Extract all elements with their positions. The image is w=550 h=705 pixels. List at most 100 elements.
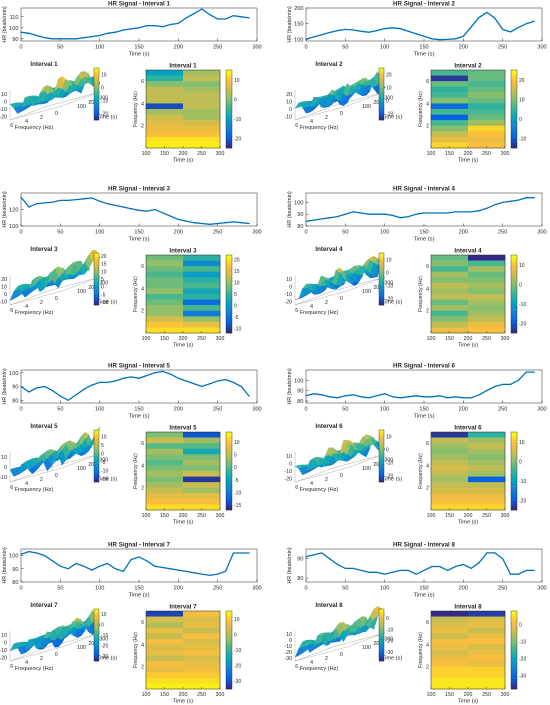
- heatmap-cell: [468, 661, 506, 668]
- colorbar-segment: [226, 119, 232, 123]
- x-axis-label: Time (s): [128, 593, 149, 599]
- colorbar-segment: [226, 442, 232, 446]
- hr-data-point: [305, 395, 307, 397]
- colorbar-segment: [226, 142, 232, 146]
- hr-data-point: [329, 396, 331, 398]
- hr-data-point: [360, 30, 362, 32]
- colorbar-segment: [511, 447, 517, 451]
- colorbar-segment: [511, 657, 517, 661]
- colorbar-segment: [226, 486, 232, 490]
- heatmap-cell: [431, 498, 469, 505]
- hr-data-point: [91, 36, 93, 38]
- hr-data-point: [67, 399, 69, 401]
- hr-data-point: [336, 397, 339, 399]
- hr-data-point: [146, 374, 148, 377]
- heatmap-cell: [183, 142, 221, 149]
- heatmap-cell: [146, 493, 184, 500]
- colorbar-segment: [379, 629, 384, 632]
- y-tick-label: 200: [88, 100, 97, 106]
- hr-data-point: [36, 552, 38, 554]
- hr-data-point: [177, 22, 179, 24]
- hr-data-point: [439, 565, 441, 568]
- colorbar-segment: [226, 106, 232, 110]
- hr-data-point: [91, 569, 93, 571]
- colorbar-segment: [379, 90, 384, 93]
- hr-data-point: [130, 208, 132, 210]
- colorbar-segment: [379, 104, 384, 107]
- heatmap-cell: [146, 288, 184, 295]
- heatmap-cell: [431, 266, 469, 273]
- x-axis-label: Frequency (Hz): [15, 310, 54, 316]
- heatmap-cell: [431, 432, 469, 438]
- colorbar-segment: [226, 681, 232, 685]
- colorbar-segment: [94, 257, 99, 260]
- colorbar-segment: [511, 683, 517, 687]
- colorbar-tick-label: 0: [386, 616, 389, 622]
- surface-patch: [294, 465, 303, 469]
- heatmap-cell: [183, 655, 221, 662]
- colorbar-segment: [94, 275, 99, 278]
- x-axis-label: Time (s): [128, 414, 149, 420]
- hr-data-point: [454, 211, 457, 213]
- plot-area: [305, 192, 543, 227]
- colorbar-segment: [94, 452, 99, 455]
- colorbar-segment: [94, 106, 99, 109]
- hr-data-point: [533, 371, 535, 373]
- heatmap-cell: [468, 644, 506, 651]
- heatmap-cell: [146, 437, 184, 444]
- y-tick-label: 4: [141, 286, 144, 292]
- colorbar-segment: [226, 270, 232, 274]
- hr-data-point: [162, 212, 164, 214]
- hr-data-point: [517, 26, 520, 29]
- colorbar-segment: [94, 657, 99, 660]
- colorbar-segment: [94, 301, 99, 304]
- colorbar-tick-label: 10: [234, 617, 240, 623]
- colorbar-segment: [94, 432, 99, 435]
- heatmap-cell: [146, 611, 184, 617]
- surface-floor: [9, 91, 101, 121]
- colorbar-segment: [511, 122, 517, 125]
- hr-data-point: [494, 552, 496, 554]
- heatmap-cell: [468, 282, 506, 289]
- y-axis-label: Frequency (Hz): [418, 276, 424, 312]
- heatmap-cell: [146, 310, 184, 317]
- colorbar-segment: [94, 430, 99, 433]
- y-tick-label: 100: [362, 104, 371, 110]
- colorbar-segment: [94, 450, 99, 453]
- z-tick-label: 0: [4, 292, 7, 298]
- heatmap-cell: [146, 125, 184, 132]
- x-tick-label: 250: [498, 586, 507, 592]
- colorbar-segment: [379, 432, 384, 435]
- colorbar-segment: [226, 122, 232, 125]
- z-tick-label: 10: [1, 633, 7, 639]
- heatmap-cell: [146, 142, 184, 149]
- x-tick-label: 50: [342, 586, 348, 592]
- colorbar-segment: [379, 269, 384, 272]
- hr-data-point: [75, 38, 77, 40]
- heatmap-cell: [146, 487, 184, 494]
- colorbar-segment: [94, 615, 99, 618]
- hr-line-chart-1: 0 50 100 150 200 250 300 90 100 110 HR Signal - In…: [2, 1, 262, 58]
- colorbar-segment: [226, 476, 232, 480]
- hr-data-point: [336, 30, 339, 32]
- x-axis-label: Frequency (Hz): [300, 487, 339, 493]
- colorbar-segment: [226, 109, 232, 112]
- hr-data-point: [313, 36, 315, 38]
- hr-data-point: [44, 555, 46, 557]
- z-tick-label: -10: [0, 107, 7, 113]
- z-tick-label: 0: [4, 465, 7, 471]
- colorbar-segment: [226, 85, 232, 89]
- colorbar-segment: [511, 670, 517, 674]
- colorbar-segment: [94, 273, 99, 276]
- hr-data-point: [67, 38, 69, 40]
- x-tick-label: 4: [310, 119, 313, 125]
- colorbar-segment: [94, 277, 99, 280]
- hr-data-point: [106, 32, 109, 34]
- colorbar-segment: [226, 663, 232, 666]
- heatmap-cell: [468, 260, 506, 267]
- colorbar-segment: [379, 633, 384, 636]
- colorbar-segment: [511, 642, 517, 646]
- hr-line-chart-2: 0 50 100 150 200 250 300 100 150 200 HR Signal - I…: [287, 1, 547, 58]
- colorbar-segment: [511, 72, 517, 76]
